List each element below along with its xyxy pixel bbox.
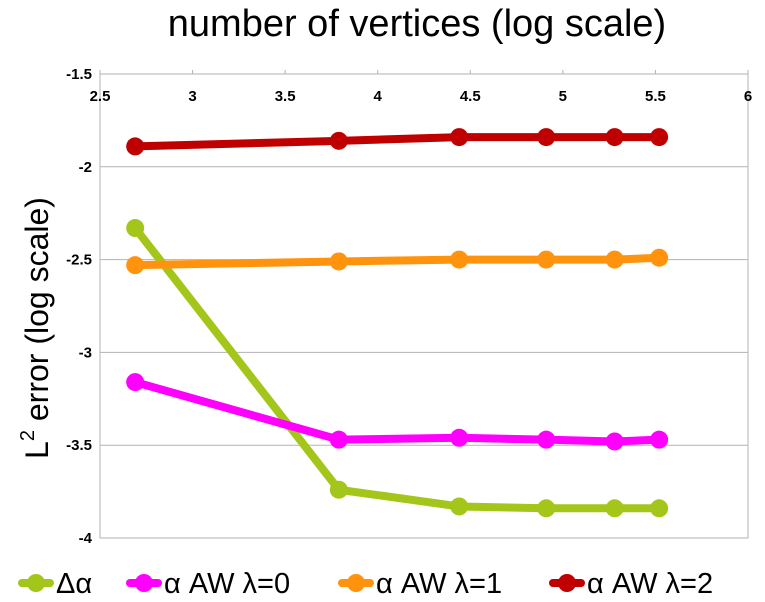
data-point	[329, 430, 348, 449]
data-point	[537, 499, 556, 518]
data-point	[650, 248, 669, 267]
y-axis-label: L2 error (log scale)	[17, 197, 55, 459]
data-point	[126, 219, 145, 238]
data-point	[650, 499, 669, 518]
data-point	[605, 250, 624, 269]
legend-marker	[27, 574, 45, 592]
series-group	[126, 128, 669, 518]
x-tick-label: 5.5	[645, 88, 666, 105]
data-point	[329, 252, 348, 271]
data-point	[450, 497, 469, 516]
x-tick-label: 3	[188, 88, 196, 105]
plot-area	[99, 73, 749, 539]
data-point	[329, 131, 348, 150]
legend-marker	[558, 574, 576, 592]
y-tick-label: -4	[79, 530, 93, 547]
y-axis: -1.5 -2 -2.5 -3 -3.5 -4	[66, 66, 93, 547]
data-point	[450, 428, 469, 447]
data-point	[126, 373, 145, 392]
series-line	[131, 378, 664, 446]
y-tick-label: -2.5	[66, 252, 92, 269]
data-point	[450, 128, 469, 147]
data-point	[605, 128, 624, 147]
x-axis: 2.5 3 3.5 4 4.5 5 5.5 6	[90, 70, 752, 105]
legend-label: α AW λ=2	[587, 568, 713, 600]
data-point	[650, 128, 669, 147]
y-axis-label-rest: error (log scale)	[19, 197, 55, 430]
x-tick-label: 2.5	[90, 88, 111, 105]
legend-label: α AW λ=0	[164, 568, 290, 600]
data-point	[126, 256, 145, 275]
data-point	[537, 250, 556, 269]
data-point	[329, 480, 348, 499]
x-tick-label: 5	[559, 88, 567, 105]
legend-marker	[135, 574, 153, 592]
data-point	[126, 137, 145, 156]
chart-title: number of vertices (log scale)	[168, 3, 666, 45]
data-point	[605, 432, 624, 451]
x-tick-label: 4.5	[460, 88, 481, 105]
data-point	[537, 128, 556, 147]
legend-marker	[347, 574, 365, 592]
series-line	[131, 133, 664, 151]
data-point	[650, 430, 669, 449]
data-point	[537, 430, 556, 449]
data-point	[605, 499, 624, 518]
y-axis-label-main: L	[19, 441, 55, 459]
y-axis-label-sup: 2	[17, 430, 39, 441]
series-line	[131, 224, 664, 513]
x-tick-label: 3.5	[275, 88, 296, 105]
data-point	[450, 250, 469, 269]
series-line	[131, 253, 664, 270]
y-tick-label: -1.5	[66, 66, 92, 83]
y-tick-label: -2	[79, 159, 92, 176]
legend-label: Δα	[56, 568, 92, 600]
legend: Δα α AW λ=0 α AW λ=1 α AW λ=2	[18, 568, 713, 600]
y-tick-label: -3.5	[66, 437, 92, 454]
plot-border	[99, 73, 749, 539]
legend-label: α AW λ=1	[376, 568, 502, 600]
x-tick-label: 6	[744, 88, 752, 105]
x-tick-label: 4	[374, 88, 383, 105]
y-tick-label: -3	[79, 344, 92, 361]
